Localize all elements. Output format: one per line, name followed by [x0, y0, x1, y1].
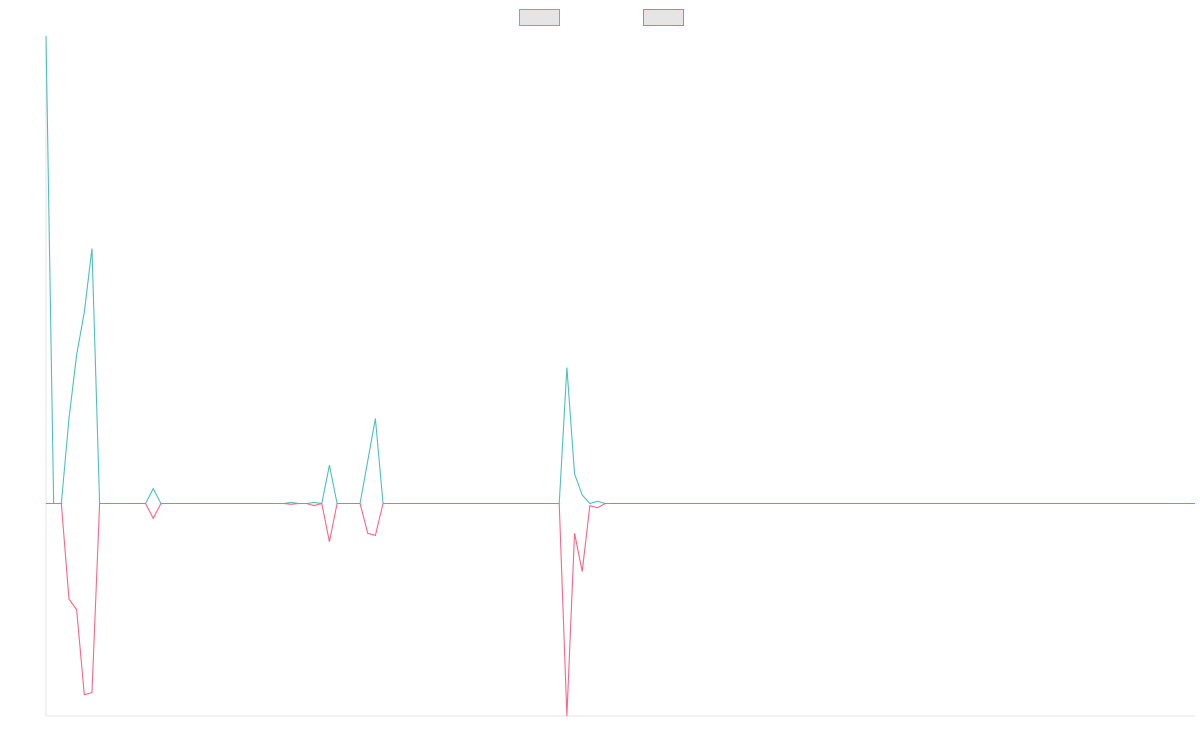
series-line-2	[46, 502, 1195, 717]
legend-swatch-1[interactable]	[519, 9, 560, 26]
plot-area	[45, 35, 1195, 717]
legend[interactable]	[519, 9, 684, 26]
legend-item-2[interactable]	[643, 9, 684, 26]
legend-item-1[interactable]	[519, 9, 560, 26]
legend-swatch-2[interactable]	[643, 9, 684, 26]
series-line-1	[45, 35, 1195, 505]
chart-axes	[45, 36, 1195, 717]
